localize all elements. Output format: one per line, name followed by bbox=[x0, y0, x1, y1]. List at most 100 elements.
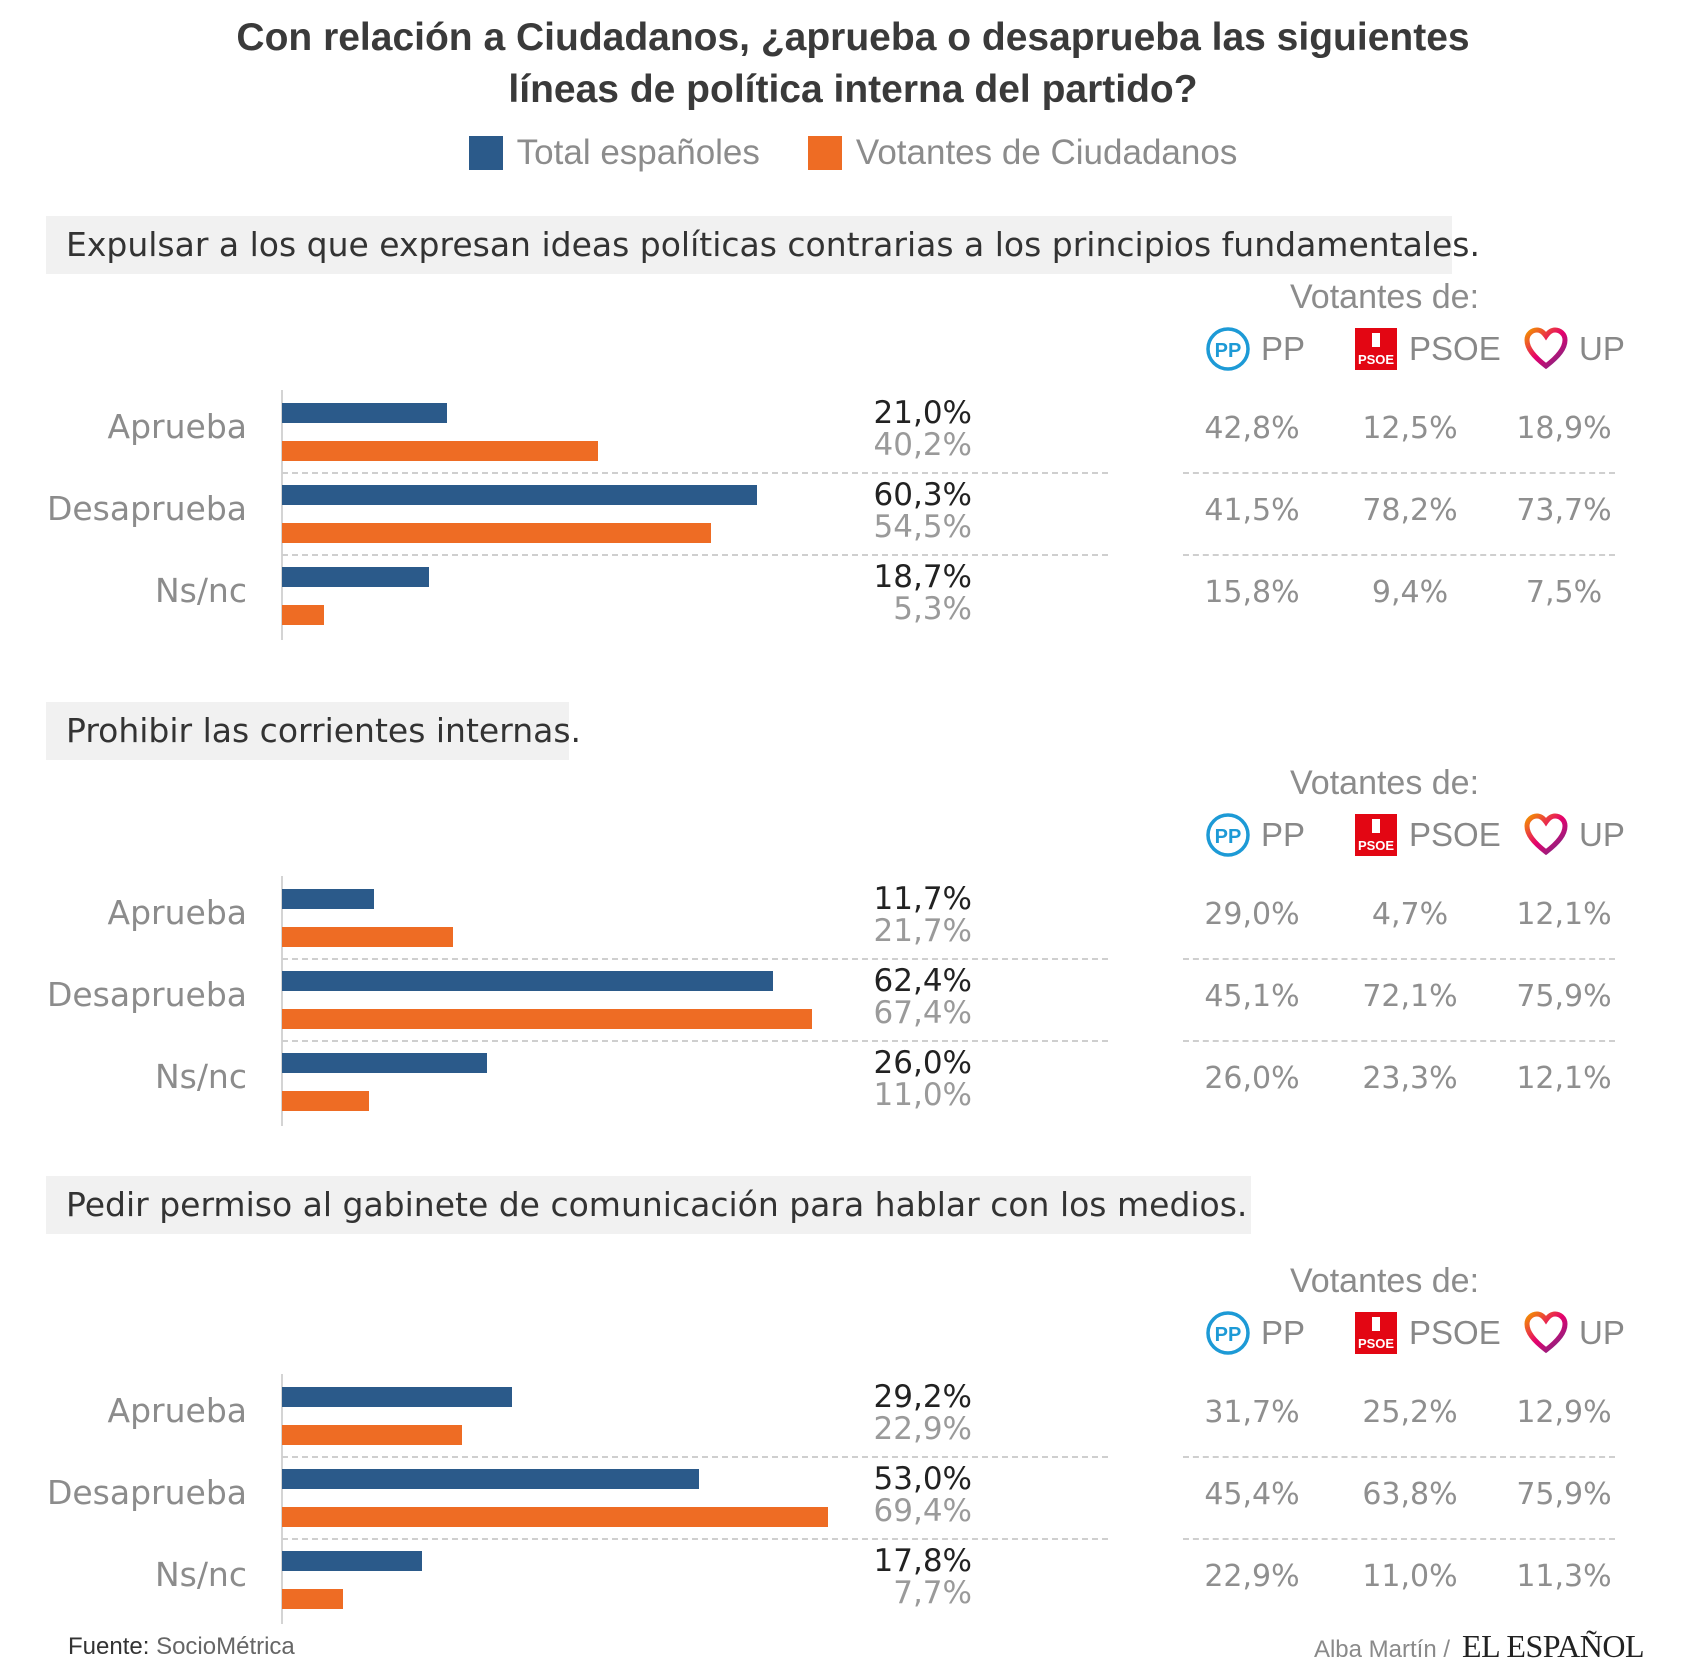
psoe-logo-icon: PSOE bbox=[1355, 814, 1397, 856]
votantes-label: Votantes de: bbox=[1290, 278, 1480, 316]
psoe-logo-icon: PSOE bbox=[1355, 1312, 1397, 1354]
party-value-pp: 15,8% bbox=[1204, 575, 1300, 610]
footer-credit: Alba Martín / EL ESPAÑOL bbox=[1313, 1628, 1645, 1665]
party-value-pp: 41,5% bbox=[1204, 493, 1300, 528]
author-name: Alba Martín / bbox=[1313, 1636, 1451, 1663]
bar-votantes-ciudadanos bbox=[282, 441, 599, 461]
row-separator bbox=[282, 958, 1108, 960]
bar-total-espanoles bbox=[282, 567, 430, 587]
party-value-up: 73,7% bbox=[1516, 493, 1612, 528]
party-value-psoe: 72,1% bbox=[1362, 979, 1458, 1014]
axis-line bbox=[281, 1374, 283, 1624]
up-heart-icon bbox=[1524, 327, 1568, 370]
party-value-psoe: 9,4% bbox=[1371, 575, 1449, 610]
votantes-label: Votantes de: bbox=[1290, 764, 1480, 802]
party-header-psoe: PSOE PSOE bbox=[1353, 812, 1501, 858]
party-value-pp: 45,4% bbox=[1204, 1477, 1300, 1512]
bar-total-espanoles bbox=[282, 403, 448, 423]
bar-votantes-ciudadanos bbox=[282, 1009, 813, 1029]
psoe-logo-icon: PSOE bbox=[1355, 328, 1397, 370]
value-label-total: 26,0% bbox=[873, 1045, 972, 1081]
legend-label-ciudadanos: Votantes de Ciudadanos bbox=[855, 133, 1238, 172]
category-label-nsnc: Ns/nc bbox=[154, 1057, 247, 1096]
question-text: Pedir permiso al gabinete de comunicació… bbox=[66, 1185, 1248, 1224]
question-text: Expulsar a los que expresan ideas políti… bbox=[66, 225, 1480, 264]
row-separator bbox=[282, 1538, 1108, 1540]
category-label-desaprueba: Desaprueba bbox=[46, 975, 247, 1014]
party-value-up: 18,9% bbox=[1516, 411, 1612, 446]
question-box: Expulsar a los que expresan ideas políti… bbox=[46, 216, 1480, 274]
bar-votantes-ciudadanos bbox=[282, 1589, 343, 1609]
category-label-nsnc: Ns/nc bbox=[154, 1555, 247, 1594]
party-value-pp: 42,8% bbox=[1204, 411, 1300, 446]
legend-item-ciudadanos: Votantes de Ciudadanos bbox=[807, 133, 1238, 173]
row-separator bbox=[1183, 1456, 1615, 1458]
party-value-up: 12,1% bbox=[1516, 897, 1612, 932]
psoe-logo-text: PSOE bbox=[1358, 838, 1394, 853]
bar-votantes-ciudadanos bbox=[282, 1507, 829, 1527]
question-section-2: Prohibir las corrientes internas. Votante… bbox=[0, 702, 1706, 1126]
psoe-logo-text: PSOE bbox=[1358, 352, 1394, 367]
party-name: PP bbox=[1261, 816, 1306, 853]
pp-logo-icon: PP bbox=[1206, 1311, 1250, 1355]
party-value-up: 75,9% bbox=[1516, 979, 1612, 1014]
party-header-psoe: PSOE PSOE bbox=[1353, 1310, 1501, 1356]
party-header-pp: PP PP bbox=[1205, 326, 1305, 372]
party-value-up: 75,9% bbox=[1516, 1477, 1612, 1512]
row-separator bbox=[1183, 1040, 1615, 1042]
chart-title: Con relación a Ciudadanos, ¿aprueba o de… bbox=[0, 12, 1706, 116]
value-label-total: 53,0% bbox=[873, 1461, 972, 1497]
legend-label-total: Total españoles bbox=[516, 133, 760, 172]
bar-votantes-ciudadanos bbox=[282, 1425, 463, 1445]
party-value-up: 12,1% bbox=[1516, 1061, 1612, 1096]
bar-votantes-ciudadanos bbox=[282, 605, 324, 625]
party-name: UP bbox=[1579, 1314, 1625, 1351]
bar-votantes-ciudadanos bbox=[282, 1091, 369, 1111]
party-name: PSOE bbox=[1409, 330, 1501, 367]
party-value-pp: 22,9% bbox=[1204, 1559, 1300, 1594]
party-header-up: UP bbox=[1523, 1310, 1625, 1356]
votantes-label: Votantes de: bbox=[1290, 1262, 1480, 1300]
question-box: Pedir permiso al gabinete de comunicació… bbox=[46, 1176, 1251, 1234]
party-header-up: UP bbox=[1523, 812, 1625, 858]
value-label-ciudadanos: 40,2% bbox=[873, 427, 972, 463]
value-label-ciudadanos: 54,5% bbox=[873, 509, 972, 545]
source-label: Fuente: bbox=[68, 1633, 150, 1660]
bar-total-espanoles bbox=[282, 1053, 487, 1073]
category-label-aprueba: Aprueba bbox=[107, 893, 247, 932]
category-label-desaprueba: Desaprueba bbox=[46, 1473, 247, 1512]
party-name: UP bbox=[1579, 816, 1625, 853]
value-label-ciudadanos: 7,7% bbox=[893, 1575, 972, 1611]
pp-logo-text: PP bbox=[1215, 1324, 1242, 1346]
title-line-2: líneas de política interna del partido? bbox=[508, 68, 1198, 111]
party-header-up: UP bbox=[1523, 326, 1625, 372]
party-value-psoe: 63,8% bbox=[1362, 1477, 1458, 1512]
row-separator bbox=[282, 1456, 1108, 1458]
value-label-ciudadanos: 21,7% bbox=[873, 913, 972, 949]
party-name: PSOE bbox=[1409, 816, 1501, 853]
legend-swatch-total bbox=[468, 136, 503, 170]
pp-logo-text: PP bbox=[1215, 826, 1242, 848]
up-heart-icon bbox=[1524, 813, 1568, 856]
psoe-logo-text: PSOE bbox=[1358, 1336, 1394, 1351]
party-value-psoe: 12,5% bbox=[1362, 411, 1458, 446]
row-separator bbox=[1183, 1538, 1615, 1540]
value-label-total: 18,7% bbox=[873, 559, 972, 595]
question-box: Prohibir las corrientes internas. bbox=[46, 702, 581, 760]
bar-total-espanoles bbox=[282, 1387, 512, 1407]
party-value-pp: 29,0% bbox=[1204, 897, 1300, 932]
value-label-total: 21,0% bbox=[873, 395, 972, 431]
category-label-desaprueba: Desaprueba bbox=[46, 489, 247, 528]
pp-logo-text: PP bbox=[1215, 340, 1242, 362]
party-name: UP bbox=[1579, 330, 1625, 367]
row-separator bbox=[282, 1040, 1108, 1042]
title-line-1: Con relación a Ciudadanos, ¿aprueba o de… bbox=[236, 16, 1470, 59]
party-value-up: 7,5% bbox=[1525, 575, 1603, 610]
row-separator bbox=[1183, 554, 1615, 556]
party-name: PP bbox=[1261, 330, 1306, 367]
value-label-total: 17,8% bbox=[873, 1543, 972, 1579]
party-value-psoe: 78,2% bbox=[1362, 493, 1458, 528]
party-value-pp: 26,0% bbox=[1204, 1061, 1300, 1096]
value-label-ciudadanos: 22,9% bbox=[873, 1411, 972, 1447]
question-section-1: Expulsar a los que expresan ideas políti… bbox=[0, 216, 1706, 640]
